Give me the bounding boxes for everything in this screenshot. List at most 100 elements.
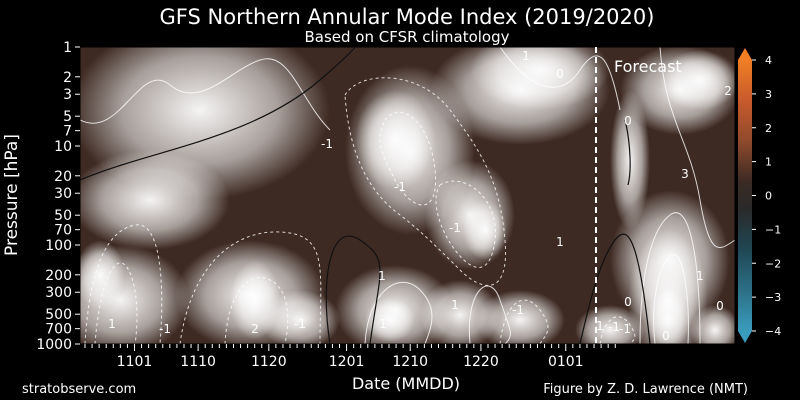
colorbar-bottom-arrow: [738, 331, 752, 343]
contour-label: -1: [159, 322, 171, 336]
chart-title: GFS Northern Annular Mode Index (2019/20…: [160, 5, 655, 29]
contour-label: 0: [556, 67, 564, 81]
contour-label: 1: [378, 269, 386, 283]
contour-label: 0: [624, 114, 632, 128]
nam-anomaly-region: [610, 190, 730, 330]
negative-contour: [224, 277, 289, 344]
nam-anomaly-region: [80, 150, 230, 250]
colorbar-tick-label: −2: [765, 257, 781, 270]
site-credit: stratobserve.com: [22, 382, 136, 397]
y-tick-label: 30: [54, 186, 72, 202]
colorbar-tick-label: 0: [765, 190, 772, 203]
y-tick-label: 20: [54, 169, 72, 185]
positive-contour: [639, 212, 701, 344]
colorbar-tick-label: 1: [765, 156, 772, 169]
x-axis-label: Date (MMDD): [352, 374, 460, 393]
zero-contour: [325, 235, 381, 344]
negative-contour: [599, 316, 636, 344]
contour-label: 1: [522, 49, 530, 63]
positive-contour: [468, 285, 511, 344]
negative-contour: [435, 180, 496, 268]
contour-label: 1: [596, 319, 604, 333]
colorbar-top-arrow: [738, 48, 752, 60]
nam-anomaly-region: [575, 305, 645, 344]
contour-label: 2: [724, 84, 732, 98]
nam-anomaly-region: [80, 240, 125, 310]
nam-anomaly-region: [475, 290, 565, 344]
nam-anomaly-region: [660, 50, 735, 110]
contour-label: 0: [662, 329, 670, 343]
y-tick-label: 1: [63, 40, 72, 56]
x-tick-label: 1210: [392, 354, 428, 370]
y-tick-label: 300: [45, 285, 72, 301]
x-tick-label: 0101: [548, 354, 584, 370]
colorbar-tick-label: −3: [765, 291, 781, 304]
contour-label: 0: [716, 299, 724, 313]
nam-anomaly-region: [690, 305, 735, 344]
colorbar-tick-label: 2: [765, 122, 772, 135]
positive-contour: [653, 254, 689, 344]
forecast-label: Forecast: [614, 57, 682, 76]
contour-label: 2: [251, 322, 259, 336]
y-tick-label: 2: [63, 70, 72, 86]
plot-frame: [79, 46, 736, 345]
y-tick-label: 1000: [36, 337, 72, 353]
negative-contour: [499, 299, 549, 344]
y-tick-label: 10: [54, 139, 72, 155]
y-tick-label: 70: [54, 223, 72, 239]
contour-label: -1: [608, 320, 620, 334]
contour-label: -1: [512, 303, 524, 317]
contour-label: 1: [696, 269, 704, 283]
y-tick-label: 5: [63, 109, 72, 125]
colorbar-tick-label: −4: [765, 325, 781, 338]
zero-contour: [579, 233, 651, 344]
contour-label: -1: [619, 322, 631, 336]
y-tick-label: 700: [45, 322, 72, 338]
contour-label: -1: [394, 180, 406, 194]
positive-contour: [80, 58, 331, 131]
nam-anomaly-region: [355, 90, 435, 190]
x-tick-label: 1201: [329, 354, 365, 370]
zero-contour: [624, 119, 631, 186]
colorbar-tick-label: 4: [765, 54, 772, 67]
positive-contour: [659, 47, 735, 249]
y-tick-label: 50: [54, 208, 72, 224]
colorbar: 4 3 2 1 0 −1 −2 −3 −4: [738, 48, 781, 343]
contour-label: 1: [379, 317, 387, 331]
negative-contour: [379, 111, 437, 206]
contour-label: 1: [556, 235, 564, 249]
positive-contour: [364, 281, 433, 344]
contour-label: -1: [449, 221, 461, 235]
x-tick-label: 1101: [117, 354, 153, 370]
colorbar-tick-label: −1: [765, 223, 781, 236]
zero-contour: [80, 47, 357, 181]
colorbar-tick-label: 3: [765, 88, 772, 101]
contour-label: 3: [681, 167, 689, 181]
nam-anomaly-region: [430, 47, 610, 145]
contour-label: 0: [624, 295, 632, 309]
contour-label: 1: [451, 298, 459, 312]
x-tick-label: 1110: [180, 354, 216, 370]
y-axis-label: Pressure [hPa]: [2, 134, 22, 256]
y-tick-label: 200: [45, 268, 72, 284]
nam-anomaly-region: [463, 200, 507, 260]
contour-label: -1: [321, 137, 333, 151]
contour-label: 1: [108, 317, 116, 331]
y-tick-label: 7: [63, 124, 72, 140]
x-axis: 1101 1110 1120 1201 1210 1220 0101: [84, 344, 616, 370]
y-tick-label: 500: [45, 307, 72, 323]
x-tick-label: 1120: [251, 354, 287, 370]
chart-subtitle: Based on CFSR climatology: [304, 28, 509, 46]
y-tick-label: 3: [63, 87, 72, 103]
contour-label: -1: [294, 317, 306, 331]
nam-anomaly-region: [365, 298, 415, 342]
author-credit: Figure by Z. D. Lawrence (NMT): [543, 382, 748, 397]
positive-contour: [499, 47, 621, 111]
colorbar-scale: [738, 60, 752, 331]
negative-contour: [179, 231, 322, 344]
x-tick-label: 1220: [463, 354, 499, 370]
y-tick-label: 100: [45, 238, 72, 254]
